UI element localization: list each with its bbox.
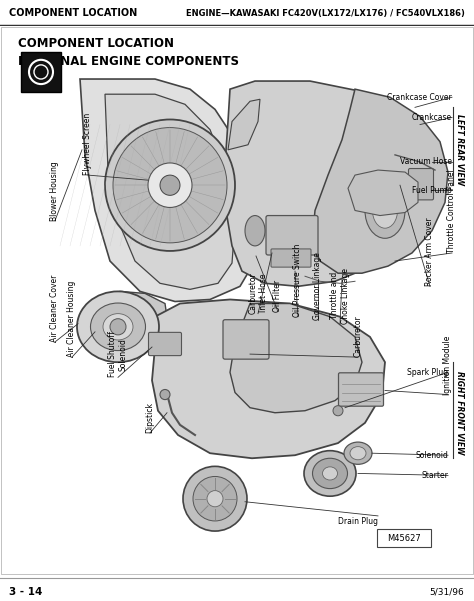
Text: 3 - 14: 3 - 14	[9, 587, 43, 597]
FancyBboxPatch shape	[271, 249, 311, 267]
Ellipse shape	[322, 467, 337, 480]
Text: Oil Pressure Switch: Oil Pressure Switch	[293, 243, 302, 317]
Text: Solenoid: Solenoid	[415, 451, 448, 460]
Polygon shape	[105, 94, 235, 289]
Circle shape	[148, 163, 192, 207]
Ellipse shape	[103, 314, 133, 340]
FancyBboxPatch shape	[377, 529, 431, 548]
FancyBboxPatch shape	[21, 52, 61, 92]
Text: Blower Housing: Blower Housing	[51, 161, 60, 221]
Circle shape	[183, 466, 247, 531]
Text: Air Cleaner Cover: Air Cleaner Cover	[51, 275, 60, 342]
Text: Fuel Shutoff
Solenoid: Fuel Shutoff Solenoid	[108, 332, 128, 377]
Circle shape	[110, 319, 126, 335]
Text: Throttle and
Choke Linkage: Throttle and Choke Linkage	[330, 268, 350, 324]
Polygon shape	[152, 299, 385, 458]
Text: COMPONENT LOCATION: COMPONENT LOCATION	[18, 37, 174, 49]
Polygon shape	[228, 99, 260, 150]
Text: Crankcase Cover: Crankcase Cover	[387, 93, 452, 102]
Circle shape	[160, 175, 180, 195]
Circle shape	[113, 127, 227, 243]
Circle shape	[333, 406, 343, 416]
Polygon shape	[230, 304, 362, 413]
Polygon shape	[225, 81, 408, 286]
Text: 5/31/96: 5/31/96	[430, 587, 465, 596]
Text: Oil Filter: Oil Filter	[273, 279, 283, 312]
Polygon shape	[312, 89, 448, 273]
FancyBboxPatch shape	[338, 373, 383, 406]
Circle shape	[105, 120, 235, 251]
FancyBboxPatch shape	[223, 320, 269, 359]
Text: EXTERNAL ENGINE COMPONENTS: EXTERNAL ENGINE COMPONENTS	[18, 55, 239, 68]
Text: Drain Plug: Drain Plug	[338, 517, 378, 526]
Text: Fuel Pump: Fuel Pump	[412, 186, 452, 195]
Text: LEFT REAR VIEW: LEFT REAR VIEW	[456, 114, 465, 185]
Ellipse shape	[344, 442, 372, 465]
Text: Flywheel Screen: Flywheel Screen	[83, 113, 92, 175]
Ellipse shape	[304, 451, 356, 496]
Polygon shape	[80, 79, 258, 302]
Ellipse shape	[91, 303, 146, 350]
Text: Governor Linkage: Governor Linkage	[313, 252, 322, 320]
Text: RIGHT FRONT VIEW: RIGHT FRONT VIEW	[456, 371, 465, 454]
Polygon shape	[348, 170, 418, 216]
Text: Spark Plug: Spark Plug	[407, 368, 448, 377]
Text: Starter: Starter	[421, 471, 448, 480]
Text: ENGINE—KAWASAKI FC420V(LX172/LX176) / FC540VLX186): ENGINE—KAWASAKI FC420V(LX172/LX176) / FC…	[186, 9, 465, 17]
FancyBboxPatch shape	[409, 168, 434, 200]
FancyBboxPatch shape	[148, 332, 182, 356]
Text: Carburetor: Carburetor	[354, 316, 363, 357]
Text: Air Cleaner Housing: Air Cleaner Housing	[67, 281, 76, 357]
Text: Carburetor
Inlet Hose: Carburetor Inlet Hose	[248, 272, 268, 314]
Ellipse shape	[77, 291, 159, 362]
Text: Dipstick: Dipstick	[146, 402, 155, 433]
Text: Throttle Control Panel: Throttle Control Panel	[447, 169, 456, 253]
Text: Rocker Arm Cover: Rocker Arm Cover	[426, 218, 435, 286]
Text: Crankcase: Crankcase	[412, 113, 452, 122]
Circle shape	[160, 389, 170, 400]
Text: Ignition Module: Ignition Module	[444, 335, 453, 394]
Ellipse shape	[350, 447, 366, 460]
Ellipse shape	[365, 183, 405, 239]
Text: M45627: M45627	[387, 534, 421, 543]
Circle shape	[207, 490, 223, 507]
Text: COMPONENT LOCATION: COMPONENT LOCATION	[9, 8, 138, 18]
Ellipse shape	[373, 193, 398, 228]
Circle shape	[193, 477, 237, 521]
Polygon shape	[85, 291, 168, 347]
Ellipse shape	[312, 458, 347, 489]
Ellipse shape	[245, 216, 265, 246]
FancyBboxPatch shape	[266, 216, 318, 255]
Text: Vacuum Hose: Vacuum Hose	[400, 157, 452, 166]
